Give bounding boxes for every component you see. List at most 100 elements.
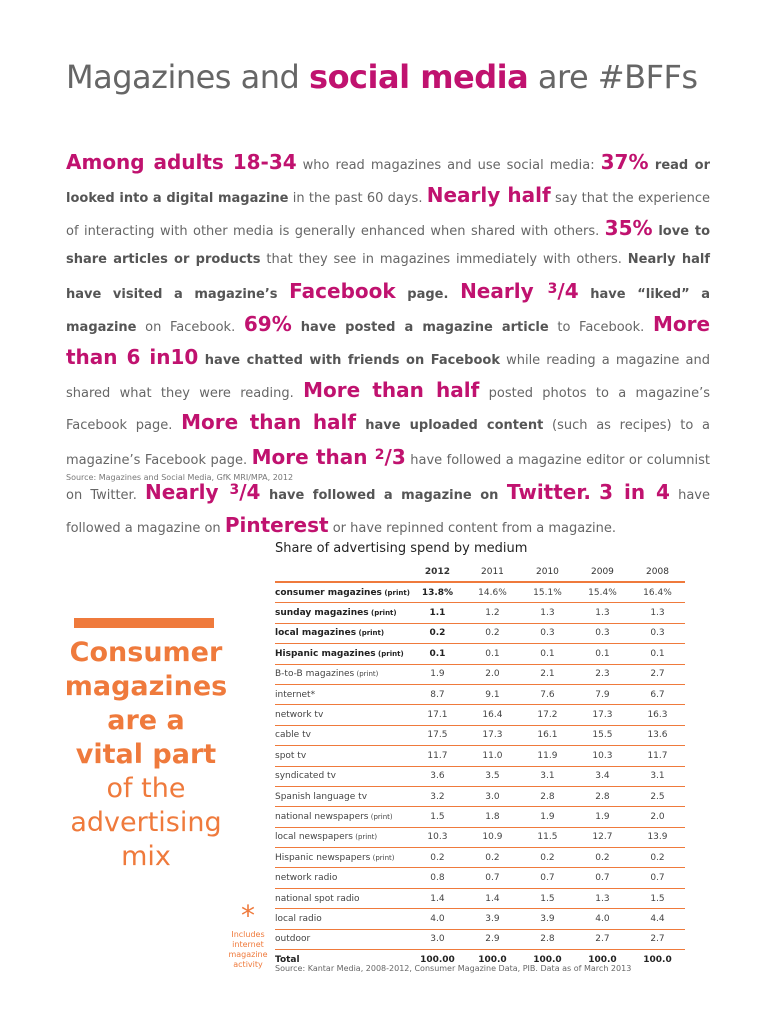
medium-name: national newspapers [275, 811, 369, 822]
table-cell: 1.5 [629, 888, 685, 910]
body-text: have followed a magazine editor or colum… [66, 453, 711, 503]
table-cell: 13.9 [629, 827, 685, 849]
row-label: internet* [275, 684, 410, 706]
table-cell: 11.0 [464, 745, 520, 767]
table-cell: 17.3 [574, 704, 630, 726]
table-cell: 0.1 [629, 643, 685, 665]
callout-line: are a [107, 705, 185, 736]
year-header: 2009 [591, 567, 614, 577]
table-cell: 3.1 [519, 766, 575, 787]
table-cell: 1.4 [409, 888, 465, 910]
stat-bold-text: love to share articles or products [66, 223, 710, 268]
medium-tag: (print) [354, 670, 379, 679]
fraction-denominator: /4 [557, 279, 579, 304]
paragraph-source: Source: Magazines and Social Media, GfK … [66, 473, 294, 482]
table-cell: 2.8 [519, 929, 575, 951]
total-cell: 100.0 [478, 954, 507, 965]
stat-text: Nearly [460, 279, 548, 304]
table-cell: 0.7 [629, 867, 685, 889]
callout-line: advertising [70, 807, 222, 838]
table-row: spot tv 11.7 11.0 11.9 10.3 11.7 [275, 745, 685, 767]
table-cell: 14.6% [464, 581, 520, 604]
footnote-line: activity [233, 960, 263, 969]
table-cell: 0.2 [409, 847, 465, 869]
total-cell: 100.0 [588, 954, 617, 965]
stat-highlight: Pinterest [224, 512, 329, 537]
stat-highlight: Nearly half [426, 182, 551, 207]
medium-name: Spanish language tv [275, 791, 368, 802]
stat-highlight: Nearly 3/4 [460, 279, 579, 303]
total-cell: 100.00 [420, 954, 455, 965]
page-title: Magazines and social media are #BFFs [66, 58, 746, 96]
stat-highlight: More than 2/3 [252, 445, 406, 469]
medium-name: internet* [275, 689, 316, 700]
table-cell: 1.3 [574, 602, 630, 624]
table-cell: 11.9 [519, 745, 575, 767]
table-cell: 2.8 [574, 786, 630, 808]
table-cell: 1.2 [464, 602, 520, 624]
medium-name: B-to-B magazines [275, 669, 355, 680]
table-cell: 0.1 [464, 643, 520, 665]
body-text: or have repinned content from a magazine… [328, 520, 617, 536]
table-cell: 2.5 [629, 786, 685, 808]
table-cell: 0.1 [574, 643, 630, 665]
table-cell: 2.1 [519, 664, 575, 685]
table-cell: 3.2 [409, 786, 465, 808]
table-row: network tv 17.1 16.4 17.2 17.3 16.3 [275, 704, 685, 726]
row-label: Hispanic newspapers (print) [275, 847, 410, 869]
medium-name: cable tv [275, 730, 311, 741]
table-row: national spot radio 1.4 1.4 1.5 1.3 1.5 [275, 888, 685, 910]
stat-bold-text: read or looked into a digital magazine [66, 158, 710, 206]
year-header: 2010 [536, 567, 559, 577]
medium-name: consumer magazines [275, 587, 382, 598]
year-header: 2011 [481, 567, 504, 577]
row-label: sunday magazines (print) [275, 602, 410, 624]
table-body: consumer magazines (print) 13.8% 14.6% 15.1… [275, 581, 685, 970]
stat-bold-text: Nearly half have visited a magazine’s [66, 252, 710, 303]
fraction-numerator: 3 [547, 281, 558, 298]
table-cell: 15.5 [574, 725, 630, 747]
table-cell: 0.8 [409, 867, 465, 889]
table-row: Spanish language tv 3.2 3.0 2.8 2.8 2.5 [275, 786, 685, 808]
table-cell: 16.3 [629, 704, 685, 726]
row-label: network radio [275, 867, 410, 889]
year-header: 2008 [646, 567, 669, 577]
table-header-label [275, 563, 410, 582]
table-cell: 16.4% [629, 581, 685, 604]
table-cell: 0.3 [574, 623, 630, 645]
table-cell: 3.4 [574, 766, 630, 787]
table-row: local magazines (print) 0.2 0.2 0.3 0.3 0.3 [275, 623, 685, 645]
table-cell: 2.0 [629, 806, 685, 828]
table-source: Source: Kantar Media, 2008-2012, Consume… [275, 964, 632, 973]
table-cell: 3.0 [409, 929, 465, 951]
table-cell: 17.2 [519, 704, 575, 726]
table-row: Hispanic magazines (print) 0.1 0.1 0.1 0.1 0.… [275, 643, 685, 665]
table-cell: 16.1 [519, 725, 575, 747]
table-row: local newspapers (print) 10.3 10.9 11.5 12.7… [275, 827, 685, 849]
table-title: Share of advertising spend by medium [275, 541, 528, 556]
row-label: syndicated tv [275, 766, 410, 787]
table-cell: 1.3 [629, 602, 685, 624]
row-label: spot tv [275, 745, 410, 767]
table-cell: 2.9 [464, 929, 520, 951]
medium-tag: (print) [368, 812, 393, 821]
table-total-row: Total 100.00 100.0 100.0 100.0 100.0 [275, 950, 685, 970]
row-label: network tv [275, 704, 410, 726]
table-cell: 1.8 [464, 806, 520, 828]
table-cell: 3.9 [464, 908, 520, 930]
title-part2: are #BFFs [528, 58, 698, 96]
table-cell: 2.3 [574, 664, 630, 685]
fraction-denominator: /3 [384, 445, 406, 470]
table-cell: 0.2 [574, 847, 630, 869]
table-cell: 0.7 [464, 867, 520, 889]
row-label: B-to-B magazines (print) [275, 664, 410, 685]
body-text: that they see in magazines immediately w… [260, 252, 628, 268]
medium-tag: (print) [356, 629, 385, 638]
table-row: sunday magazines (print) 1.1 1.2 1.3 1.3 1.3 [275, 602, 685, 624]
total-cell: 100.0 [643, 954, 672, 965]
medium-name: syndicated tv [275, 771, 336, 782]
body-text: who read magazines and use social media: [296, 158, 601, 173]
table-cell: 2.7 [629, 664, 685, 685]
table-row: syndicated tv 3.6 3.5 3.1 3.4 3.1 [275, 766, 685, 787]
table-cell: 2.7 [629, 929, 685, 951]
